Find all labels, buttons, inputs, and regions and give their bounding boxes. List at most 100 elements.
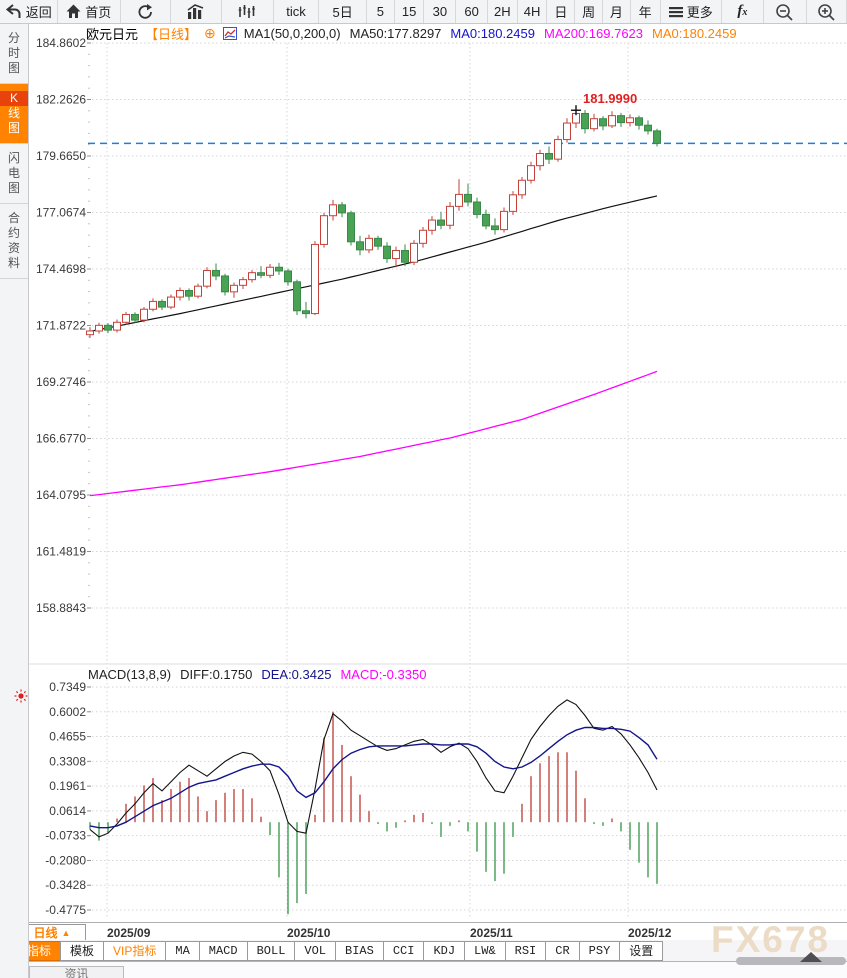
- price-chart-header: 欧元日元 【日线】 ⊕ MA1(50,0,200,0) MA50:177.8297…: [86, 24, 746, 42]
- header-value: MA50:177.8297: [349, 25, 442, 41]
- svg-text:-0.3428: -0.3428: [45, 878, 86, 892]
- toolbar-button-年[interactable]: 年: [631, 0, 661, 23]
- sidebar-tab-char: 时: [7, 46, 20, 60]
- indicator-tab-RSI[interactable]: RSI: [504, 940, 547, 961]
- header-value: DIFF:0.1750: [180, 666, 253, 682]
- svg-text:-0.0733: -0.0733: [45, 829, 86, 843]
- toolbar-button-5[interactable]: 5: [367, 0, 395, 23]
- header-value: MACD:-0.3350: [340, 666, 427, 682]
- toolbar-button-label: 4H: [523, 4, 541, 19]
- svg-text:-0.2080: -0.2080: [45, 853, 86, 867]
- indicator-tab-VOL[interactable]: VOL: [294, 940, 337, 961]
- xaxis-row: 日线 ▲ 2025/09 2025/10 2025/11 2025/12: [0, 922, 847, 941]
- indicator-tab-VIP指标[interactable]: VIP指标: [103, 940, 167, 961]
- toolbar-button-label: 月: [609, 5, 623, 20]
- toolbar-button-menu[interactable]: 更多: [661, 0, 722, 23]
- toolbar-button-15[interactable]: 15: [395, 0, 425, 23]
- svg-text:182.2626: 182.2626: [36, 93, 86, 107]
- sidebar-tab-char: 线: [7, 106, 20, 120]
- toolbar-button-label: tick: [286, 4, 306, 19]
- collapse-triangle-icon[interactable]: [800, 952, 822, 962]
- menu-icon: [668, 6, 683, 18]
- toolbar-button-tick[interactable]: tick: [274, 0, 320, 23]
- toolbar-button-volume-bars[interactable]: [222, 0, 274, 23]
- sidebar-tab-char: 约: [7, 226, 20, 240]
- scroll-handle[interactable]: [736, 957, 846, 965]
- sidebar-tab-合约资料[interactable]: 合约资料: [0, 204, 28, 279]
- indicator-tab-BOLL[interactable]: BOLL: [246, 940, 296, 961]
- xaxis-label: 2025/10: [287, 926, 331, 940]
- indicator-tab-CCI[interactable]: CCI: [382, 940, 425, 961]
- svg-text:0.3308: 0.3308: [49, 754, 86, 768]
- toolbar-button-60[interactable]: 60: [456, 0, 488, 23]
- header-value: MA200:169.7623: [543, 25, 644, 41]
- header-value: MACD(13,8,9): [88, 666, 172, 682]
- add-indicator-icon[interactable]: ⊕: [204, 24, 216, 41]
- back-arrow-icon: [5, 4, 22, 19]
- toolbar-button-5日[interactable]: 5日: [319, 0, 367, 23]
- macd-values: MACD(13,8,9) DIFF:0.1750 DEA:0.3425 MACD:-0…: [88, 667, 435, 682]
- mini-chart-icon: [222, 26, 237, 41]
- indicator-tab-KDJ[interactable]: KDJ: [423, 940, 466, 961]
- svg-text:184.8602: 184.8602: [36, 36, 86, 50]
- svg-text:169.2746: 169.2746: [36, 375, 86, 389]
- sidebar-tab-闪电图[interactable]: 闪电图: [0, 144, 28, 204]
- toolbar-button-home[interactable]: 首页: [58, 0, 121, 23]
- indicator-tab-设置[interactable]: 设置: [619, 940, 664, 961]
- indicator-settings-icon[interactable]: [13, 688, 29, 709]
- indicator-tab-LW&[interactable]: LW&: [464, 940, 506, 961]
- indicator-tab-MA[interactable]: MA: [165, 940, 200, 961]
- sidebar-tab-char: 合: [7, 211, 20, 225]
- zoom-out-icon: [775, 3, 795, 21]
- svg-text:179.6650: 179.6650: [36, 149, 86, 163]
- sidebar-tab-分时图[interactable]: 分时图: [0, 24, 28, 84]
- period-selector-label: 日线: [33, 926, 58, 940]
- indicator-tab-PSY[interactable]: PSY: [578, 940, 621, 961]
- toolbar-button-2H[interactable]: 2H: [488, 0, 518, 23]
- toolbar-button-label: 年: [638, 5, 652, 20]
- toolbar-button-zoom-out[interactable]: [764, 0, 808, 23]
- fx-icon: fx: [737, 3, 748, 19]
- sidebar-tab-char: 图: [7, 121, 20, 135]
- sidebar-tab-char: 闪: [7, 151, 20, 165]
- indicator-tab-BIAS[interactable]: BIAS: [335, 940, 384, 961]
- svg-text:0.6002: 0.6002: [49, 705, 86, 719]
- toolbar-button-zoom-in[interactable]: [807, 0, 847, 23]
- toolbar-button-周[interactable]: 周: [575, 0, 603, 23]
- toolbar-button-4H[interactable]: 4H: [518, 0, 548, 23]
- toolbar-button-30[interactable]: 30: [424, 0, 457, 23]
- toolbar-button-refresh[interactable]: [121, 0, 171, 23]
- sidebar-tab-char: 电: [7, 166, 20, 180]
- tab-news[interactable]: 资讯: [29, 966, 124, 978]
- period-label: 【日线】: [145, 26, 198, 42]
- svg-text:171.8722: 171.8722: [36, 319, 86, 333]
- symbol-name: 欧元日元: [86, 26, 139, 42]
- toolbar-button-label: 日: [554, 5, 568, 20]
- home-icon: [66, 4, 81, 19]
- header-value: MA1(50,0,200,0): [243, 25, 341, 41]
- sidebar-tab-char: 分: [7, 31, 20, 45]
- toolbar-button-fx[interactable]: fx: [722, 0, 764, 23]
- toolbar-button-label: 60: [464, 4, 479, 19]
- xaxis-label: 2025/12: [628, 926, 672, 940]
- toolbar-button-日[interactable]: 日: [547, 0, 576, 23]
- volume-bars-icon: [238, 4, 256, 19]
- top-toolbar: 返回 首页 tick 5日 5 15 30 60 2H 4H 日周月年 更多 fx: [0, 0, 847, 24]
- toolbar-button-月[interactable]: 月: [603, 0, 631, 23]
- toolbar-button-label: 30: [432, 4, 448, 19]
- svg-text:158.8843: 158.8843: [36, 601, 86, 615]
- toolbar-button-label: 更多: [686, 5, 713, 20]
- toolbar-button-label: 5: [376, 4, 384, 19]
- toolbar-button-back-arrow[interactable]: 返回: [0, 0, 58, 23]
- indicator-tab-模板[interactable]: 模板: [60, 940, 105, 961]
- svg-text:181.9990: 181.9990: [583, 91, 637, 106]
- toolbar-button-bar-chart[interactable]: [171, 0, 223, 23]
- toolbar-button-label: 15: [401, 4, 417, 19]
- toolbar-button-label: 返回: [25, 5, 52, 20]
- indicator-tab-MACD[interactable]: MACD: [198, 940, 248, 961]
- indicator-tab-CR[interactable]: CR: [545, 940, 580, 961]
